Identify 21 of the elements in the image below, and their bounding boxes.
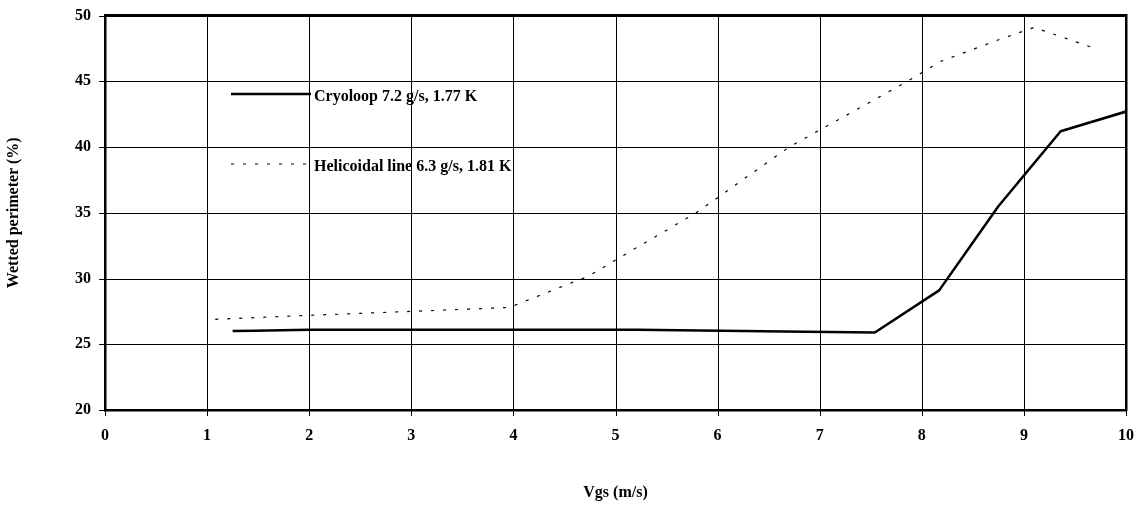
x-tick-label: 8	[917, 425, 926, 443]
x-tick-label: 5	[611, 425, 620, 443]
y-tick-label: 25	[75, 334, 91, 352]
x-tick-label: 2	[305, 425, 314, 443]
legend-label: Helicoidal line 6.3 g/s, 1.81 K	[314, 157, 512, 175]
x-tick-label: 4	[509, 425, 518, 443]
x-tick-label: 1	[203, 425, 212, 443]
y-tick-label: 50	[75, 5, 91, 23]
x-axis-title: Vgs (m/s)	[583, 482, 648, 501]
x-tick-label: 7	[815, 425, 824, 443]
y-tick-label: 20	[75, 400, 91, 418]
y-tick-label: 30	[75, 268, 91, 286]
y-tick-label: 40	[75, 137, 91, 155]
y-tick-label: 35	[75, 202, 91, 220]
x-tick-label: 3	[407, 425, 416, 443]
y-tick-label: 45	[75, 71, 91, 89]
x-tick-label: 6	[713, 425, 722, 443]
x-tick-label: 10	[1118, 425, 1134, 443]
y-axis-title: Wetted perimeter (%)	[3, 137, 22, 289]
x-tick-label: 0	[101, 425, 109, 443]
x-tick-label: 9	[1019, 425, 1028, 443]
